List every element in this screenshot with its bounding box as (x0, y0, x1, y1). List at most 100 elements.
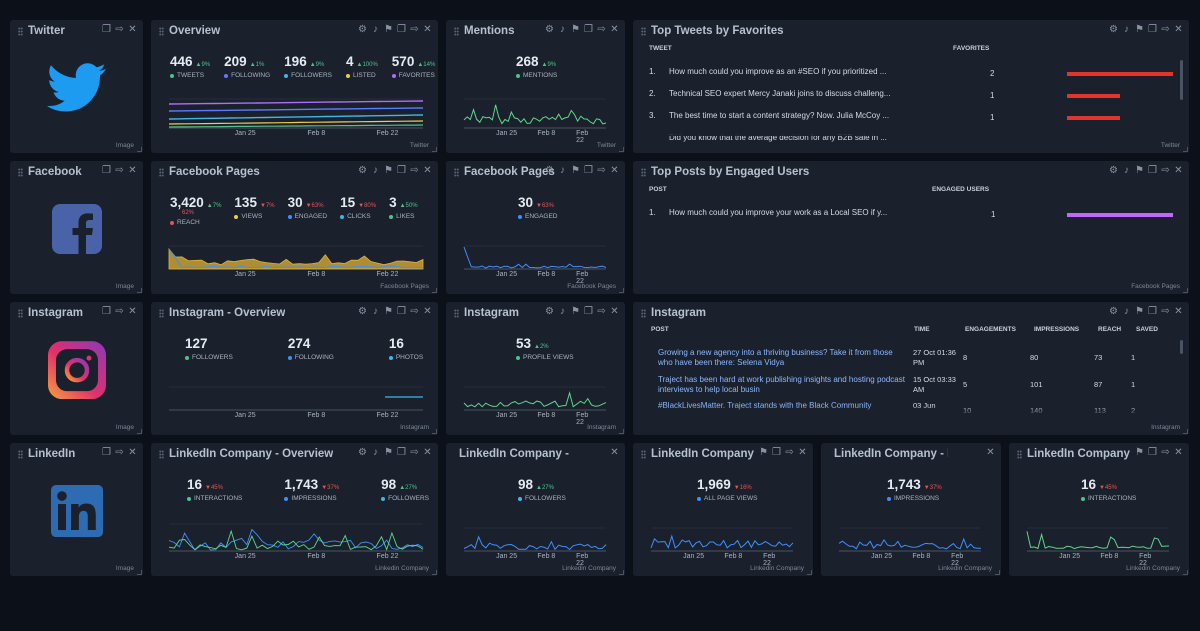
share-icon[interactable]: ⇨ (115, 447, 124, 458)
close-icon[interactable]: ✕ (610, 447, 619, 458)
flag-icon[interactable]: ⚑ (571, 165, 580, 176)
flag-icon[interactable]: ⚑ (384, 306, 393, 317)
widget-title[interactable]: Facebook Pages (159, 166, 260, 178)
resize-handle[interactable] (619, 147, 624, 152)
copy-icon[interactable]: ❐ (584, 306, 593, 317)
copy-icon[interactable]: ❐ (102, 165, 111, 176)
settings-icon[interactable]: ⚙ (1109, 24, 1118, 35)
copy-icon[interactable]: ❐ (102, 306, 111, 317)
table-row[interactable]: Traject has been hard at work publishing… (633, 375, 1189, 401)
column-header-saved[interactable]: SAVED (1136, 326, 1158, 333)
post-link[interactable]: #BlackLivesMatter. Traject stands with t… (658, 401, 908, 411)
widget-title[interactable]: Instagram (18, 307, 83, 319)
widget-title[interactable]: LinkedIn Company (1017, 448, 1130, 460)
bell-icon[interactable]: ♪ (560, 306, 565, 317)
table-row[interactable]: Did you know that the average decision f… (633, 133, 1189, 151)
copy-icon[interactable]: ❐ (1148, 24, 1157, 35)
bell-icon[interactable]: ♪ (560, 165, 565, 176)
drag-handle-icon[interactable] (159, 167, 164, 177)
drag-handle-icon[interactable] (454, 167, 459, 177)
bell-icon[interactable]: ♪ (1124, 24, 1129, 35)
resize-handle[interactable] (432, 147, 437, 152)
settings-icon[interactable]: ⚙ (358, 24, 367, 35)
close-icon[interactable]: ✕ (128, 24, 137, 35)
copy-icon[interactable]: ❐ (397, 447, 406, 458)
table-row[interactable]: 1. How much could you improve as an #SEO … (633, 67, 1189, 85)
close-icon[interactable]: ✕ (128, 306, 137, 317)
resize-handle[interactable] (1183, 147, 1188, 152)
share-icon[interactable]: ⇨ (1161, 165, 1170, 176)
share-icon[interactable]: ⇨ (1161, 306, 1170, 317)
share-icon[interactable]: ⇨ (410, 447, 419, 458)
drag-handle-icon[interactable] (454, 308, 459, 318)
drag-handle-icon[interactable] (18, 308, 23, 318)
widget-title[interactable]: Mentions (454, 25, 514, 37)
resize-handle[interactable] (1183, 429, 1188, 434)
drag-handle-icon[interactable] (18, 449, 23, 459)
share-icon[interactable]: ⇨ (1161, 447, 1170, 458)
copy-icon[interactable]: ❐ (584, 165, 593, 176)
column-header-engagements[interactable]: ENGAGEMENTS (965, 326, 1016, 333)
bell-icon[interactable]: ♪ (373, 24, 378, 35)
bell-icon[interactable]: ♪ (1124, 306, 1129, 317)
drag-handle-icon[interactable] (18, 26, 23, 36)
resize-handle[interactable] (137, 429, 142, 434)
close-icon[interactable]: ✕ (128, 447, 137, 458)
table-row[interactable]: 2. Technical SEO expert Mercy Janaki join… (633, 89, 1189, 107)
widget-title[interactable]: Instagram (641, 307, 706, 319)
flag-icon[interactable]: ⚑ (759, 447, 768, 458)
column-header-post[interactable]: POST (651, 326, 669, 333)
settings-icon[interactable]: ⚙ (545, 24, 554, 35)
share-icon[interactable]: ⇨ (115, 306, 124, 317)
widget-title[interactable]: Twitter (18, 25, 65, 37)
share-icon[interactable]: ⇨ (1161, 24, 1170, 35)
share-icon[interactable]: ⇨ (115, 24, 124, 35)
settings-icon[interactable]: ⚙ (545, 306, 554, 317)
flag-icon[interactable]: ⚑ (1135, 165, 1144, 176)
flag-icon[interactable]: ⚑ (384, 447, 393, 458)
row-text[interactable]: Technical SEO expert Mercy Janaki joins … (669, 89, 891, 98)
widget-title[interactable]: Facebook (18, 166, 82, 178)
resize-handle[interactable] (432, 570, 437, 575)
close-icon[interactable]: ✕ (798, 447, 807, 458)
widget-title[interactable]: Overview (159, 25, 220, 37)
bell-icon[interactable]: ♪ (373, 306, 378, 317)
drag-handle-icon[interactable] (641, 308, 646, 318)
close-icon[interactable]: ✕ (610, 165, 619, 176)
post-link[interactable]: Traject has been hard at work publishing… (658, 375, 905, 394)
resize-handle[interactable] (619, 570, 624, 575)
widget-title[interactable]: Top Posts by Engaged Users (641, 166, 809, 178)
close-icon[interactable]: ✕ (423, 306, 432, 317)
drag-handle-icon[interactable] (641, 26, 646, 36)
row-text[interactable]: The best time to start a content strateg… (669, 111, 890, 120)
widget-title[interactable]: LinkedIn Company - Overview (159, 448, 333, 460)
close-icon[interactable]: ✕ (423, 447, 432, 458)
copy-icon[interactable]: ❐ (102, 24, 111, 35)
drag-handle-icon[interactable] (454, 26, 459, 36)
close-icon[interactable]: ✕ (423, 24, 432, 35)
widget-title[interactable]: LinkedIn (18, 448, 75, 460)
flag-icon[interactable]: ⚑ (1135, 447, 1144, 458)
share-icon[interactable]: ⇨ (410, 24, 419, 35)
copy-icon[interactable]: ❐ (1148, 306, 1157, 317)
resize-handle[interactable] (137, 147, 142, 152)
scrollbar[interactable] (1180, 60, 1183, 100)
drag-handle-icon[interactable] (1017, 449, 1022, 459)
widget-title[interactable]: Instagram (454, 307, 519, 319)
share-icon[interactable]: ⇨ (597, 24, 606, 35)
resize-handle[interactable] (995, 570, 1000, 575)
close-icon[interactable]: ✕ (1174, 306, 1183, 317)
resize-handle[interactable] (137, 570, 142, 575)
copy-icon[interactable]: ❐ (102, 447, 111, 458)
settings-icon[interactable]: ⚙ (1109, 306, 1118, 317)
flag-icon[interactable]: ⚑ (384, 24, 393, 35)
bell-icon[interactable]: ♪ (1124, 165, 1129, 176)
table-row[interactable]: Growing a new agency into a thriving bus… (633, 348, 1189, 374)
resize-handle[interactable] (619, 288, 624, 293)
column-header-engaged-users[interactable]: ENGAGED USERS (932, 186, 990, 193)
resize-handle[interactable] (619, 429, 624, 434)
copy-icon[interactable]: ❐ (1148, 165, 1157, 176)
table-row[interactable]: 1. How much could you improve your work a… (633, 208, 1189, 226)
resize-handle[interactable] (432, 288, 437, 293)
resize-handle[interactable] (137, 288, 142, 293)
